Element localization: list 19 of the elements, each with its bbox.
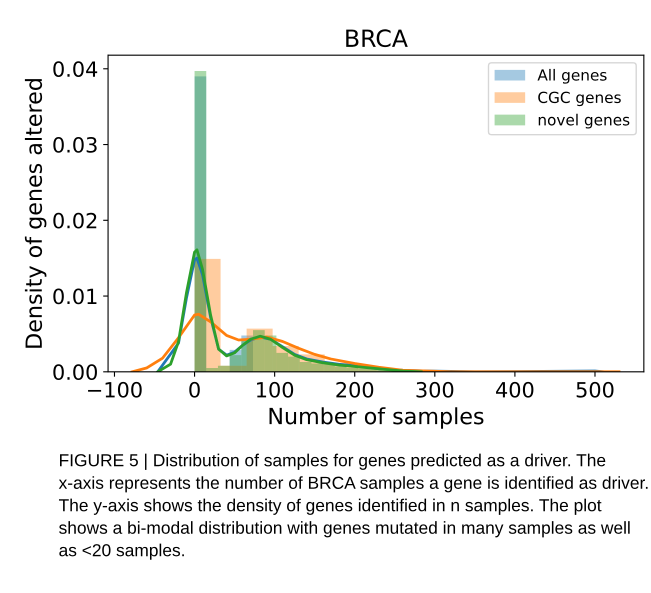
y-tick-label: 0.01 [53, 288, 96, 304]
x-tick-label: 0 [189, 382, 200, 398]
x-axis-title: Number of samples [270, 407, 484, 429]
legend-label: CGC genes [538, 92, 621, 106]
legend-label: All genes [537, 68, 607, 84]
legend-label: novel genes [538, 114, 630, 129]
x-tick-label: −100 [88, 382, 142, 398]
x-tick-label: 200 [336, 382, 374, 398]
x-tick-label: 100 [257, 382, 294, 398]
x-tick-label: 500 [576, 382, 614, 398]
y-axis-title: Density of genes altered [24, 79, 46, 348]
caption: FIGURE 5 | Distribution of samples for genes predicted as a driver. The x-axis represents the number of BRCA samples a gene is identified as driver. The y-axis shows the density of genes identified in n samples. The plot shows a bi-modal distribution with genes mutated in many samples as well as <20 samples. [58, 454, 648, 560]
y-tick-label: 0.03 [53, 136, 97, 153]
chart-title: BRCA [346, 29, 408, 48]
x-tick-label: 300 [416, 382, 454, 398]
y-tick-label: 0.02 [53, 212, 96, 229]
x-tick-label: 400 [496, 382, 534, 398]
y-tick-label: 0.04 [53, 61, 98, 77]
y-tick-label: 0.00 [53, 364, 97, 380]
